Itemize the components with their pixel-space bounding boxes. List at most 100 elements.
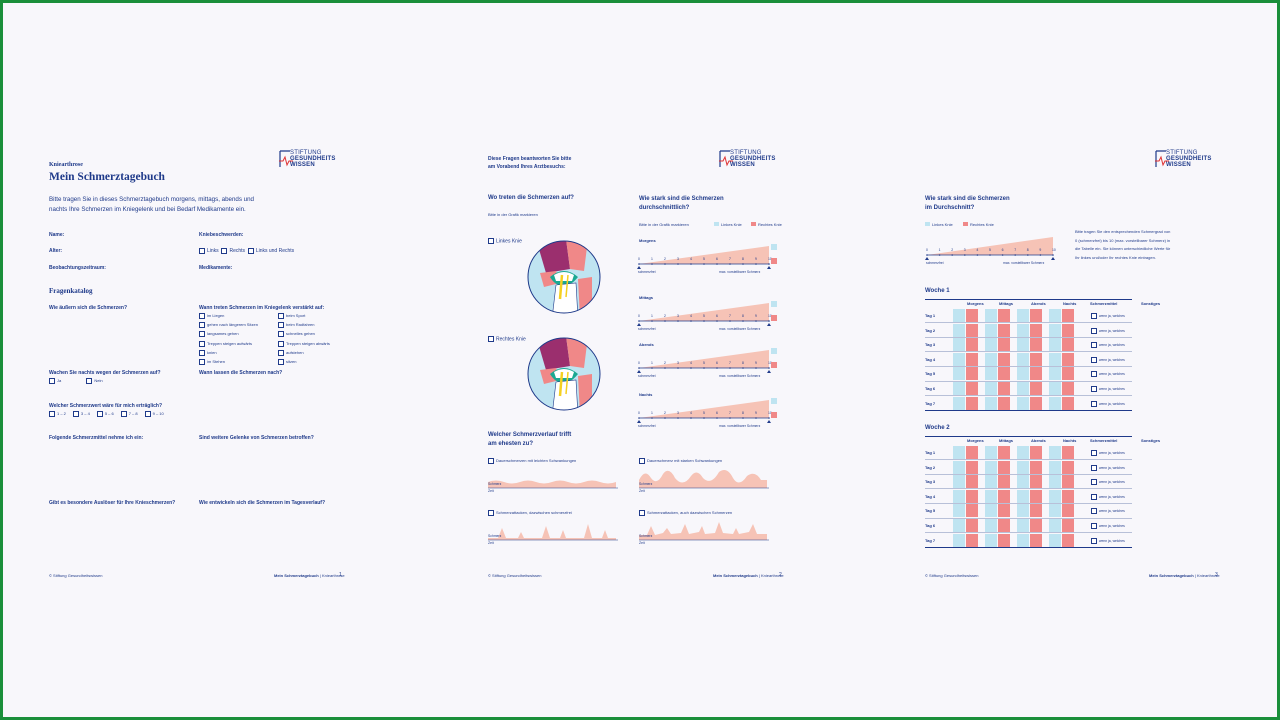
scale-tick[interactable] bbox=[651, 367, 653, 369]
med-option[interactable]: wenn ja, welches bbox=[1091, 371, 1125, 378]
left-knee-cell[interactable] bbox=[1017, 475, 1029, 489]
scale-tick[interactable] bbox=[690, 417, 692, 419]
right-knee-cell[interactable] bbox=[1030, 533, 1042, 547]
scale-tick[interactable] bbox=[1014, 254, 1016, 256]
left-knee-cell[interactable] bbox=[985, 504, 997, 518]
left-knee-cell[interactable] bbox=[1017, 446, 1029, 459]
checkbox-icon[interactable] bbox=[72, 411, 79, 417]
checkbox-icon[interactable] bbox=[199, 322, 205, 329]
right-knee-cell[interactable] bbox=[998, 460, 1010, 474]
scale-tick[interactable] bbox=[677, 320, 679, 322]
left-knee-cell[interactable] bbox=[1049, 504, 1061, 518]
option-item[interactable]: 7 – 8 bbox=[120, 411, 138, 417]
med-option[interactable]: wenn ja, welches bbox=[1091, 450, 1125, 456]
right-knee-cell[interactable] bbox=[998, 338, 1010, 352]
scale-tick[interactable] bbox=[755, 263, 757, 265]
med-option[interactable]: wenn ja, welches bbox=[1091, 464, 1125, 471]
right-knee-cell[interactable] bbox=[1030, 396, 1042, 410]
scale-tick[interactable] bbox=[742, 320, 744, 322]
right-knee-cell[interactable] bbox=[1062, 323, 1074, 337]
knee-option-both[interactable]: Links und Rechts bbox=[247, 248, 294, 254]
left-knee-cell[interactable] bbox=[1049, 338, 1061, 352]
option-item[interactable]: gehen nach längerem Sitzen bbox=[199, 322, 258, 329]
right-knee-cell[interactable] bbox=[1030, 323, 1042, 337]
option-item[interactable]: knien bbox=[199, 349, 258, 356]
left-knee-cell[interactable] bbox=[985, 382, 997, 395]
right-knee-cell[interactable] bbox=[1030, 309, 1042, 322]
course-option[interactable]: Schmerzattacken, auch dazwischen Schmerz… bbox=[639, 510, 732, 516]
left-knee-cell[interactable] bbox=[953, 352, 965, 366]
knee-option-left[interactable]: Links bbox=[199, 248, 219, 254]
scale-tick[interactable] bbox=[664, 367, 666, 369]
checkbox-icon[interactable] bbox=[488, 238, 494, 244]
left-knee-cell[interactable] bbox=[953, 504, 965, 518]
scale-tick[interactable] bbox=[638, 367, 640, 369]
left-knee-cell[interactable] bbox=[1049, 382, 1061, 395]
right-knee-cell[interactable] bbox=[966, 504, 978, 518]
right-knee-cell[interactable] bbox=[1030, 489, 1042, 503]
left-knee-option[interactable]: Linkes Knie bbox=[488, 238, 522, 244]
left-knee-cell[interactable] bbox=[1049, 519, 1061, 532]
right-knee-cell[interactable] bbox=[966, 533, 978, 547]
scale-tick[interactable] bbox=[1039, 254, 1042, 256]
scale-tick[interactable] bbox=[729, 320, 731, 322]
checkbox-icon[interactable] bbox=[199, 313, 205, 319]
right-knee-cell[interactable] bbox=[966, 519, 978, 532]
right-knee-cell[interactable] bbox=[966, 352, 978, 366]
checkbox-icon[interactable] bbox=[278, 358, 284, 365]
right-knee-cell[interactable] bbox=[966, 382, 978, 395]
left-knee-cell[interactable] bbox=[1017, 382, 1029, 395]
left-knee-cell[interactable] bbox=[953, 475, 965, 489]
scale-tick[interactable] bbox=[651, 417, 653, 419]
checkbox-icon[interactable] bbox=[488, 336, 494, 342]
scale-tick[interactable] bbox=[664, 417, 666, 419]
left-knee-cell[interactable] bbox=[1017, 338, 1029, 352]
checkbox-icon[interactable] bbox=[1091, 508, 1097, 515]
checkbox-icon[interactable] bbox=[199, 340, 205, 347]
left-knee-cell[interactable] bbox=[953, 519, 965, 532]
med-option[interactable]: wenn ja, welches bbox=[1091, 342, 1125, 349]
right-knee-value-box[interactable] bbox=[771, 258, 777, 264]
checkbox-icon[interactable] bbox=[278, 349, 284, 356]
checkbox-icon[interactable] bbox=[247, 248, 254, 254]
left-knee-cell[interactable] bbox=[1049, 323, 1061, 337]
right-knee-cell[interactable] bbox=[998, 382, 1010, 395]
right-knee-cell[interactable] bbox=[998, 519, 1010, 532]
right-knee-cell[interactable] bbox=[1062, 382, 1074, 395]
scale-tick[interactable] bbox=[638, 417, 640, 419]
scale-tick[interactable] bbox=[677, 417, 679, 419]
scale-tick[interactable] bbox=[926, 254, 928, 256]
checkbox-icon[interactable] bbox=[278, 322, 284, 329]
checkbox-icon[interactable] bbox=[144, 411, 151, 417]
option-item[interactable]: 9 – 10 bbox=[144, 411, 164, 417]
checkbox-icon[interactable] bbox=[1091, 537, 1097, 544]
option-item[interactable]: beim Sport bbox=[278, 313, 330, 319]
checkbox-icon[interactable] bbox=[1091, 450, 1097, 456]
left-knee-cell[interactable] bbox=[1049, 533, 1061, 547]
left-knee-cell[interactable] bbox=[953, 446, 965, 459]
left-knee-value-box[interactable] bbox=[771, 244, 777, 250]
right-knee-cell[interactable] bbox=[998, 367, 1010, 381]
right-knee-cell[interactable] bbox=[1062, 460, 1074, 474]
left-knee-cell[interactable] bbox=[953, 382, 965, 395]
scale-tick[interactable] bbox=[638, 263, 640, 265]
left-knee-cell[interactable] bbox=[953, 323, 965, 337]
left-knee-cell[interactable] bbox=[1017, 519, 1029, 532]
scale-tick[interactable] bbox=[1001, 254, 1004, 256]
right-knee-cell[interactable] bbox=[1062, 475, 1074, 489]
right-knee-cell[interactable] bbox=[1030, 475, 1042, 489]
left-knee-cell[interactable] bbox=[1017, 460, 1029, 474]
scale-tick[interactable] bbox=[638, 320, 640, 322]
scale-tick[interactable] bbox=[755, 417, 757, 419]
option-item[interactable]: beim Radfahren bbox=[278, 322, 330, 329]
scale-tick[interactable] bbox=[690, 263, 692, 265]
left-knee-value-box[interactable] bbox=[771, 348, 777, 354]
med-option[interactable]: wenn ja, welches bbox=[1091, 479, 1125, 486]
scale-tick[interactable] bbox=[951, 254, 953, 256]
left-knee-cell[interactable] bbox=[1017, 323, 1029, 337]
med-option[interactable]: wenn ja, welches bbox=[1091, 537, 1125, 544]
knee-option-right[interactable]: Rechts bbox=[221, 248, 245, 254]
right-knee-value-box[interactable] bbox=[771, 412, 777, 418]
scale-tick[interactable] bbox=[742, 263, 744, 265]
left-knee-cell[interactable] bbox=[953, 309, 965, 322]
